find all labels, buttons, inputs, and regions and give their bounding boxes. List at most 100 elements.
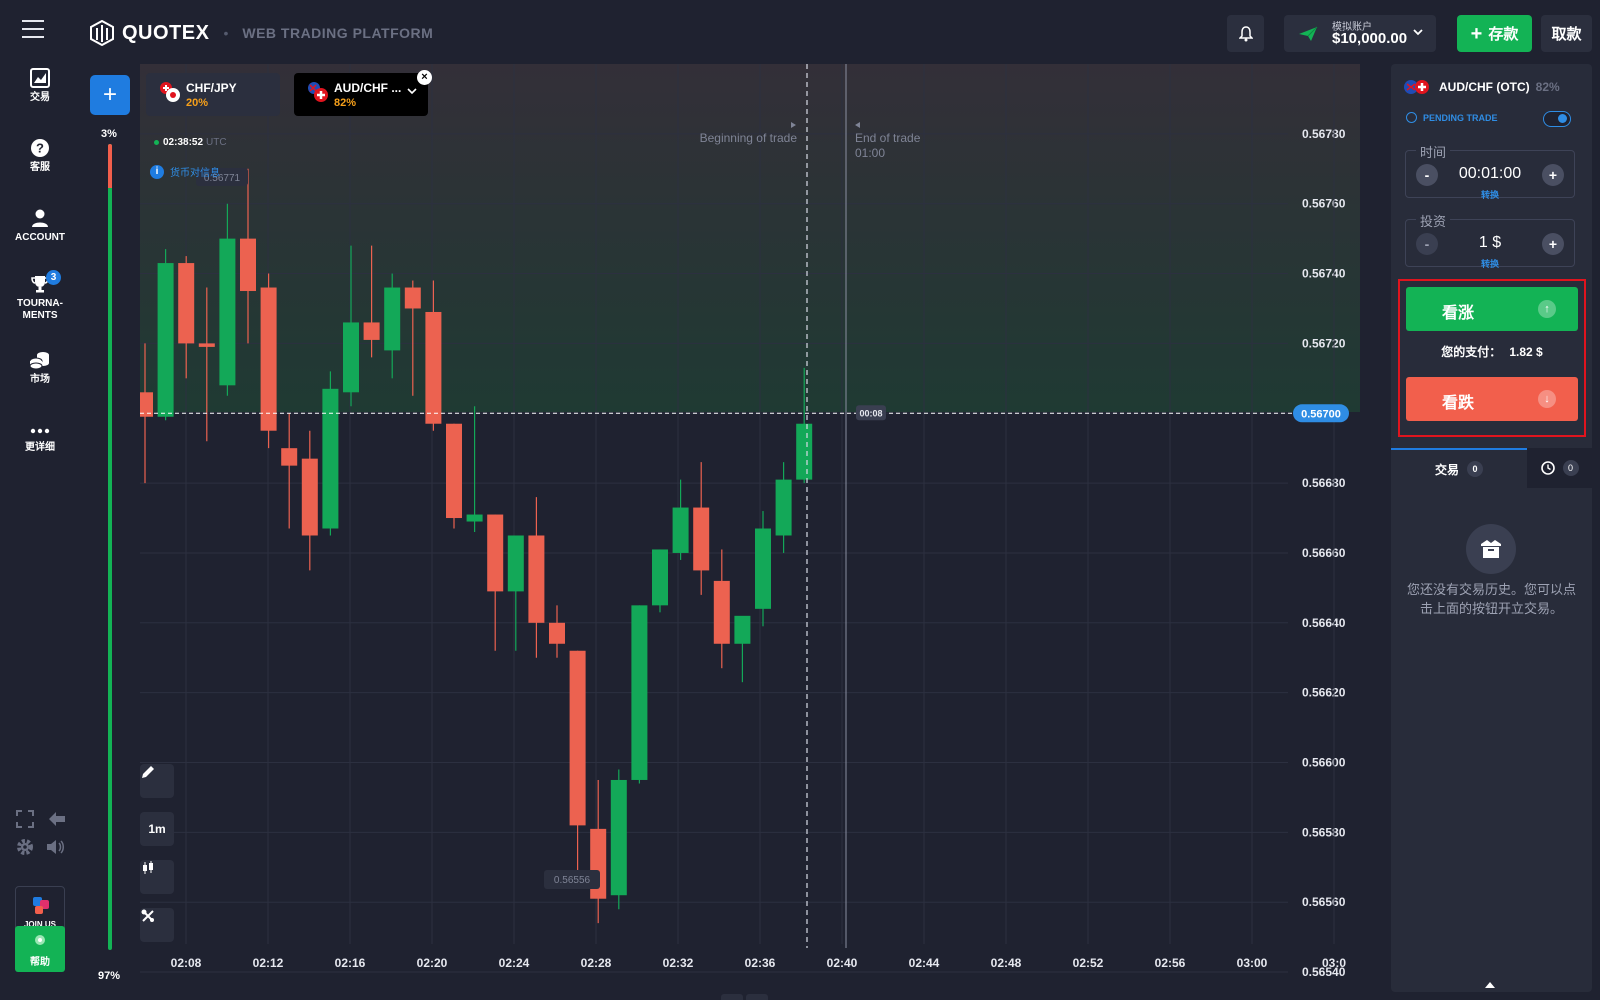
candle-body bbox=[260, 287, 277, 431]
pending-trade-toggle[interactable] bbox=[1543, 111, 1571, 127]
chevron-down-icon[interactable] bbox=[406, 85, 418, 97]
pencil-icon bbox=[142, 766, 154, 778]
time-field: 时间 - 00:01:00 + bbox=[1405, 142, 1575, 198]
arrow-left-icon bbox=[855, 122, 860, 128]
asset-tab-chfjpy[interactable]: CHF/JPY 20% bbox=[146, 73, 280, 116]
history-clock-icon bbox=[1540, 461, 1555, 475]
sidebar-item-tournaments[interactable]: 3 TOURNA- MENTS bbox=[0, 270, 80, 322]
arrow-down-icon: ↓ bbox=[1538, 390, 1556, 408]
drawing-tool-button[interactable] bbox=[140, 764, 174, 798]
sidebar-item-label: 市场 bbox=[30, 374, 50, 385]
down-button[interactable]: 看跌 ↓ bbox=[1406, 377, 1578, 421]
sidebar-item-trade[interactable]: 交易 bbox=[0, 68, 80, 104]
investment-decrease-button[interactable]: - bbox=[1416, 233, 1438, 255]
chart-type-button[interactable] bbox=[140, 860, 174, 894]
user-icon bbox=[32, 209, 48, 227]
candle-body bbox=[528, 535, 545, 623]
asset-tab-payout: 20% bbox=[186, 97, 209, 109]
candle-body bbox=[487, 514, 504, 592]
aud-chf-flag-icon bbox=[308, 82, 328, 102]
sentiment-sell-fill bbox=[108, 144, 112, 189]
add-asset-button[interactable]: + bbox=[90, 75, 130, 115]
current-price-badge bbox=[1293, 404, 1349, 423]
candle-body bbox=[301, 458, 318, 536]
timeframe-button[interactable]: 1m bbox=[140, 812, 174, 846]
tab-history[interactable]: 0 bbox=[1527, 448, 1592, 488]
platform-label: WEB TRADING PLATFORM bbox=[242, 25, 434, 41]
candle-body bbox=[384, 287, 401, 351]
investment-input[interactable]: 1 $ bbox=[1478, 234, 1502, 251]
x-tick-label: 02:24 bbox=[499, 956, 530, 970]
time-input[interactable]: 00:01:00 bbox=[1458, 165, 1522, 182]
sidebar-item-support[interactable]: ? 客服 bbox=[0, 138, 80, 174]
x-tick-label: 02:36 bbox=[745, 956, 776, 970]
asset-tab-name: CHF/JPY bbox=[186, 81, 237, 95]
selected-asset[interactable]: AUD/CHF (OTC) 82% bbox=[1403, 78, 1560, 96]
time-increase-button[interactable]: + bbox=[1542, 164, 1564, 186]
logo[interactable]: QUOTEX • WEB TRADING PLATFORM bbox=[90, 20, 433, 46]
x-tick-label: 02:48 bbox=[991, 956, 1022, 970]
candle-body bbox=[610, 779, 627, 896]
collapse-panel-icon[interactable] bbox=[1485, 982, 1495, 988]
x-tick-label: 02:28 bbox=[581, 956, 612, 970]
indicators-button[interactable] bbox=[140, 908, 174, 942]
y-tick-label: 0.56720 bbox=[1302, 336, 1346, 350]
sound-icon[interactable] bbox=[46, 838, 66, 856]
menu-icon[interactable] bbox=[22, 20, 44, 38]
price-chart[interactable]: 0.56780 0.56760 0.56740 0.56720 0.56700 0.566… bbox=[140, 64, 1360, 1000]
pending-trade-text: PENDING TRADE bbox=[1423, 112, 1498, 123]
sidebar-item-more[interactable]: 更详细 bbox=[0, 424, 80, 454]
trade-buttons-highlight: 看涨 ↑ 您的支付： 1.82 $ 看跌 ↓ bbox=[1398, 279, 1586, 437]
time-switch-link[interactable]: 转换 bbox=[1480, 190, 1499, 200]
trades-tabs: 交易 0 0 bbox=[1391, 448, 1592, 488]
investment-switch-link[interactable]: 转换 bbox=[1480, 259, 1499, 269]
candle-body bbox=[425, 311, 442, 424]
plus-icon: + bbox=[1470, 22, 1483, 45]
aud-chf-flag-icon bbox=[1404, 80, 1429, 94]
notifications-button[interactable] bbox=[1227, 15, 1264, 52]
tab-trades[interactable]: 交易 0 bbox=[1391, 448, 1527, 488]
social-icon bbox=[33, 897, 49, 914]
account-selector[interactable]: 模拟账户 $10,000.00 bbox=[1284, 15, 1436, 52]
current-price-label: 0.56700 bbox=[1301, 408, 1341, 420]
up-button[interactable]: 看涨 ↑ bbox=[1406, 287, 1578, 331]
close-tab-icon[interactable]: × bbox=[417, 70, 432, 85]
candle-body bbox=[507, 535, 524, 592]
clock-icon bbox=[1406, 112, 1417, 123]
x-tick-label: 02:16 bbox=[335, 956, 366, 970]
trade-panel: AUD/CHF (OTC) 82% PENDING TRADE 时间 - 00:… bbox=[1391, 64, 1592, 992]
candle-body bbox=[343, 322, 359, 393]
payout-summary: 您的支付： 1.82 $ bbox=[1400, 343, 1584, 360]
deposit-button[interactable]: + 存款 bbox=[1457, 15, 1532, 52]
coins-icon bbox=[29, 352, 49, 370]
help-icon: ? bbox=[31, 139, 49, 157]
back-arrow-icon[interactable] bbox=[48, 810, 66, 828]
x-tick-label: 02:08 bbox=[171, 956, 202, 970]
sidebar-item-market[interactable]: 市场 bbox=[0, 350, 80, 386]
asset-info-link[interactable]: i 货币对信息 bbox=[150, 164, 220, 179]
help-button[interactable]: 帮助 bbox=[15, 926, 65, 972]
y-tick-label: 0.56640 bbox=[1302, 616, 1346, 630]
zoom-out-button[interactable]: − bbox=[721, 994, 743, 1000]
asset-tab-audchf[interactable]: AUD/CHF ... 82% bbox=[294, 73, 428, 116]
sidebar-tools-row-2 bbox=[16, 838, 66, 856]
chart-canvas[interactable]: 0.56780 0.56760 0.56740 0.56720 0.56700 0.566… bbox=[140, 64, 1360, 1000]
sidebar-item-label: TOURNA- MENTS bbox=[17, 298, 63, 321]
time-decrease-button[interactable]: - bbox=[1416, 164, 1438, 186]
investment-increase-button[interactable]: + bbox=[1542, 233, 1564, 255]
withdraw-button[interactable]: 取款 bbox=[1541, 15, 1592, 52]
fullscreen-icon[interactable] bbox=[16, 810, 34, 828]
candle-body bbox=[157, 263, 174, 417]
candle-body bbox=[178, 263, 195, 344]
history-count: 0 bbox=[1562, 460, 1579, 476]
zoom-in-button[interactable]: + bbox=[746, 994, 768, 1000]
end-of-trade-time: 01:00 bbox=[855, 146, 885, 160]
settings-icon[interactable] bbox=[16, 838, 34, 856]
candle-body bbox=[363, 322, 380, 340]
asset-info-label: 货币对信息 bbox=[170, 168, 220, 179]
selected-asset-payout: 82% bbox=[1535, 80, 1560, 94]
sidebar-item-account[interactable]: ACCOUNT bbox=[0, 208, 80, 244]
investment-legend: 投资 bbox=[1416, 211, 1451, 230]
candle-body bbox=[652, 549, 668, 606]
sidebar-tools-row-1 bbox=[16, 810, 66, 828]
